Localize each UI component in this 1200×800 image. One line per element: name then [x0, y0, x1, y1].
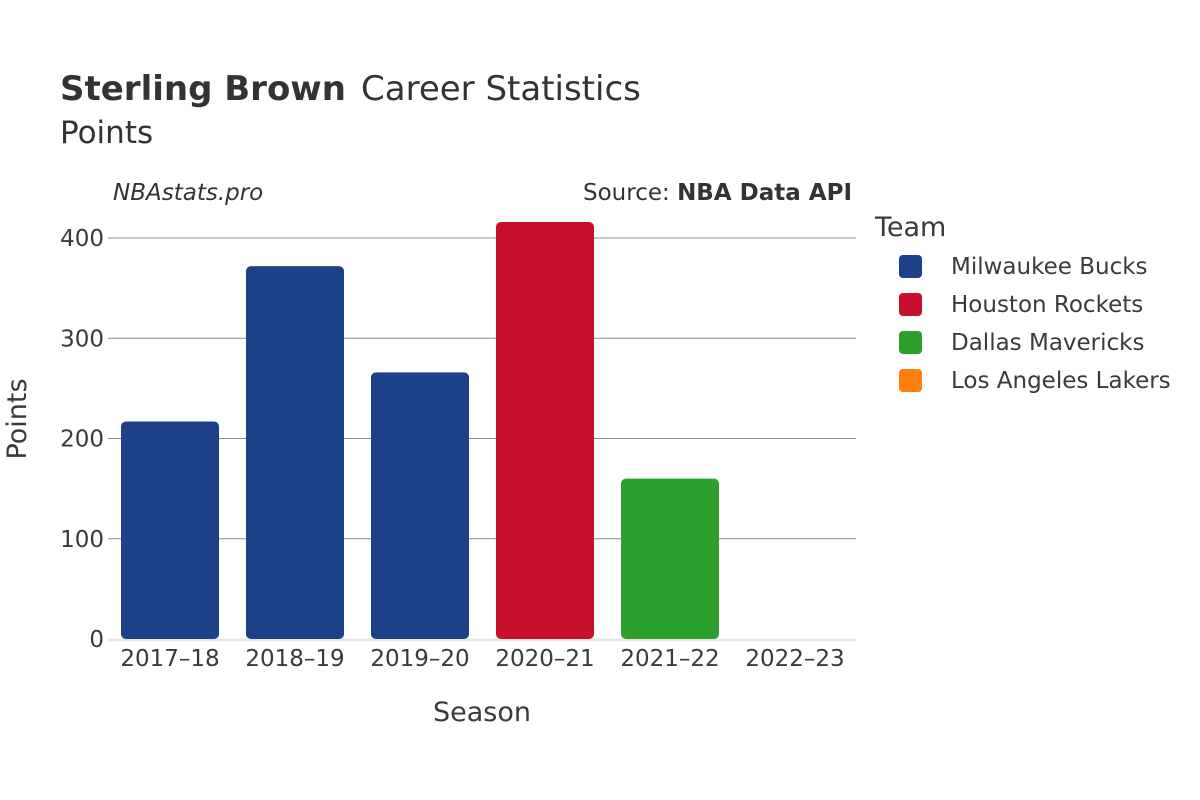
legend-swatch: [899, 255, 922, 278]
x-tick-label: 2019–20: [370, 646, 469, 672]
x-tick-label: 2017–18: [120, 646, 219, 672]
x-tick-label: 2020–21: [495, 646, 594, 672]
source-credit: Source: NBA Data API: [583, 180, 852, 206]
x-axis-title: Season: [433, 697, 531, 728]
bar-2021–22[interactable]: [621, 478, 719, 639]
bar-2019–20[interactable]: [371, 372, 469, 639]
y-tick-label: 200: [60, 427, 104, 453]
title-rest: Career Statistics: [361, 69, 641, 109]
source-name: NBA Data API: [677, 180, 852, 206]
legend-item-label[interactable]: Dallas Mavericks: [951, 330, 1144, 356]
legend-item-label[interactable]: Milwaukee Bucks: [951, 254, 1148, 280]
bars: [121, 221, 719, 639]
x-tick-label: 2018–19: [245, 646, 344, 672]
legend-title: Team: [874, 212, 946, 243]
bar-2017–18[interactable]: [121, 421, 219, 639]
watermark: NBAstats.pro: [113, 180, 263, 206]
source-prefix: Source:: [583, 180, 677, 206]
y-tick-label: 0: [89, 627, 104, 653]
y-tick-label: 300: [60, 326, 104, 352]
legend-item-label[interactable]: Houston Rockets: [951, 292, 1143, 318]
bar-2018–19[interactable]: [246, 266, 344, 639]
gridlines: [108, 237, 856, 642]
bar-2020–21[interactable]: [496, 221, 594, 639]
title-player: Sterling Brown: [60, 69, 346, 109]
x-axis-ticks: 2017–18 2018–19 2019–20 2020–21 2021–22 2022–…: [120, 646, 844, 672]
legend-swatch: [899, 293, 922, 316]
legend-item-label[interactable]: Los Angeles Lakers: [951, 368, 1171, 394]
y-axis-ticks: 0 100 200 300 400: [60, 226, 104, 653]
legend-swatch: [899, 369, 922, 392]
x-tick-label: 2021–22: [620, 646, 719, 672]
y-tick-label: 400: [60, 226, 104, 252]
chart-subtitle: Points: [60, 115, 153, 151]
y-tick-label: 100: [60, 527, 104, 553]
chart-title: Sterling Brown Career Statistics: [60, 69, 641, 109]
legend: Milwaukee Bucks Houston Rockets Dallas Mav…: [899, 254, 1171, 394]
y-axis-title: Points: [2, 378, 33, 459]
x-tick-label: 2022–23: [745, 646, 844, 672]
legend-swatch: [899, 331, 922, 354]
